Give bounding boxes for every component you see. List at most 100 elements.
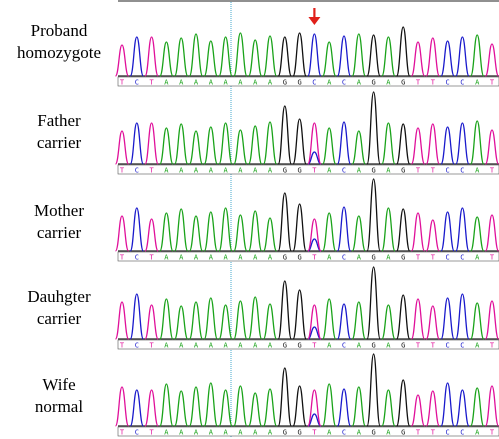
base-letter: A <box>327 342 332 350</box>
base-letter: T <box>149 167 154 175</box>
trace-C <box>129 382 470 427</box>
sequence-bar <box>117 76 499 87</box>
base-letter: A <box>179 167 184 175</box>
trace-A <box>159 382 485 427</box>
base-letter: A <box>253 79 258 87</box>
base-letter: A <box>357 429 362 437</box>
panel-label-line1: Proband <box>30 21 88 40</box>
base-letter: C <box>460 254 464 262</box>
base-letter: T <box>149 342 154 350</box>
base-letter: A <box>194 79 199 87</box>
base-letter: A <box>209 254 214 262</box>
base-letter: T <box>490 429 495 437</box>
base-letter: A <box>268 79 273 87</box>
base-letter: A <box>223 429 228 437</box>
base-letter: G <box>283 254 287 262</box>
base-letter: A <box>164 79 169 87</box>
trace-T <box>114 36 499 77</box>
base-letter: A <box>357 167 362 175</box>
base-letter: G <box>297 342 301 350</box>
base-letter: A <box>253 342 258 350</box>
base-letter: C <box>342 254 346 262</box>
base-letter: A <box>327 429 332 437</box>
base-letter: A <box>268 429 273 437</box>
trace-C <box>129 206 470 252</box>
base-letter: C <box>342 342 346 350</box>
base-letter: C <box>460 429 464 437</box>
base-letter: T <box>312 167 317 175</box>
base-letter: C <box>342 429 346 437</box>
base-letter: A <box>253 167 258 175</box>
base-letter: A <box>238 342 243 350</box>
base-letter: A <box>238 429 243 437</box>
base-letter: G <box>283 342 287 350</box>
base-letter: T <box>416 429 421 437</box>
base-letter: T <box>120 254 125 262</box>
base-letter: T <box>312 342 317 350</box>
base-letter: A <box>268 167 273 175</box>
trace-G <box>277 353 411 427</box>
base-letter: A <box>209 79 214 87</box>
panel-label-line2: carrier <box>36 223 82 242</box>
base-letter: T <box>120 342 125 350</box>
base-letter: T <box>120 429 125 437</box>
trace-G <box>277 26 411 77</box>
base-letter: T <box>431 79 436 87</box>
base-letter: T <box>149 429 154 437</box>
base-letter: T <box>120 167 125 175</box>
base-letter: A <box>238 79 243 87</box>
panel-label-proband: Proband homozygote <box>0 20 118 64</box>
base-letter: C <box>445 79 449 87</box>
base-letter: A <box>164 254 169 262</box>
base-letter: T <box>490 167 495 175</box>
panel-label-daughter: Dauhgter carrier <box>0 286 118 330</box>
panel-label-mother: Mother carrier <box>0 200 118 244</box>
base-letter: C <box>460 167 464 175</box>
base-letter: G <box>401 167 405 175</box>
base-letter: T <box>312 254 317 262</box>
base-letter: A <box>386 342 391 350</box>
panel-label-line1: Mother <box>33 201 85 220</box>
base-letter: A <box>268 342 273 350</box>
panel-label-line2: carrier <box>36 133 82 152</box>
base-letter: T <box>149 254 154 262</box>
base-letter: G <box>401 79 405 87</box>
base-letter: A <box>179 429 184 437</box>
base-letter: A <box>386 79 391 87</box>
base-letter: A <box>475 79 480 87</box>
base-letter: A <box>223 79 228 87</box>
base-letter: T <box>120 79 125 87</box>
trace-T <box>114 298 499 340</box>
trace-G <box>277 178 411 252</box>
trace-A <box>159 120 485 165</box>
base-letter: A <box>194 167 199 175</box>
base-letter: A <box>179 79 184 87</box>
trace-G <box>277 266 411 340</box>
panel-label-wife: Wife normal <box>0 374 118 418</box>
base-letter: G <box>371 254 375 262</box>
base-letter: T <box>490 342 495 350</box>
base-letter: A <box>357 342 362 350</box>
trace-A <box>159 296 485 340</box>
base-letter: A <box>179 254 184 262</box>
base-letter: A <box>164 429 169 437</box>
base-letter: T <box>490 254 495 262</box>
base-letter: A <box>179 342 184 350</box>
base-letter: A <box>475 429 480 437</box>
base-letter: T <box>416 79 421 87</box>
base-letter: C <box>135 254 139 262</box>
base-letter: C <box>312 79 316 87</box>
panel-label-line2: normal <box>34 397 84 416</box>
panel-label-line2: homozygote <box>16 43 102 62</box>
trace-G <box>277 91 411 165</box>
base-letter: T <box>431 254 436 262</box>
base-letter: C <box>460 79 464 87</box>
base-letter: C <box>135 79 139 87</box>
base-letter: A <box>475 254 480 262</box>
base-letter: T <box>490 79 495 87</box>
base-letter: T <box>431 429 436 437</box>
base-letter: T <box>416 342 421 350</box>
base-letter: G <box>401 254 405 262</box>
trace-T <box>114 212 499 252</box>
